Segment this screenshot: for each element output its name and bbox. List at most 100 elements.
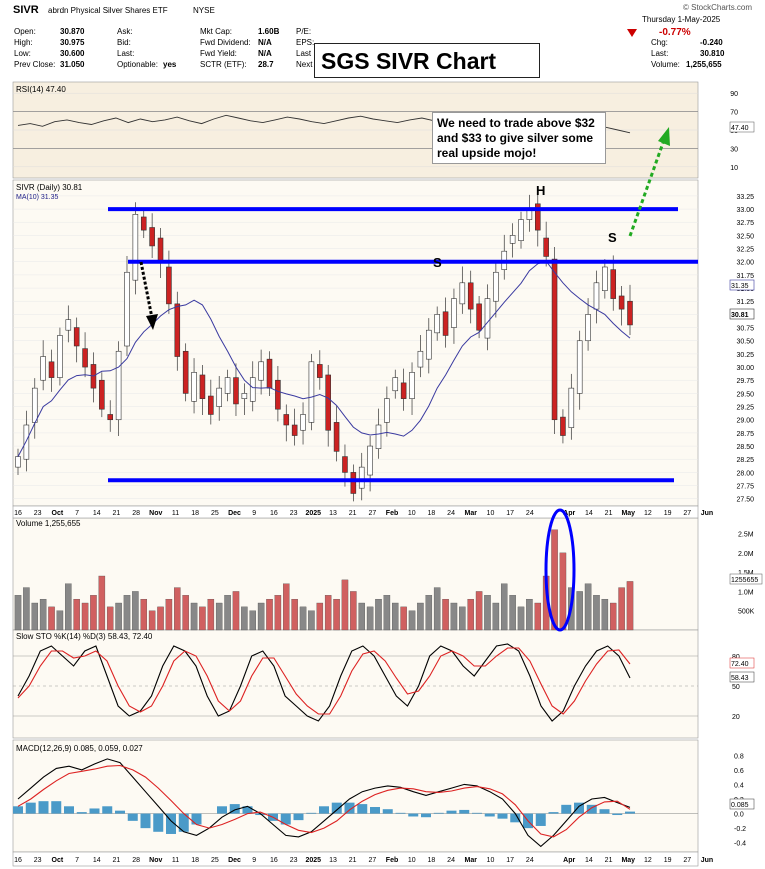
volume-bar [408,610,416,631]
down-arrow-line [139,261,154,319]
candle-body [509,235,516,244]
low-label: Low: [14,49,31,58]
candle-body [325,374,331,431]
price-tick-label: 32.25 [736,247,754,254]
macd-histogram-bar [586,804,597,814]
volume-bar [484,595,491,631]
sto-tick-label: 50 [732,684,740,691]
date-tick-label: 18 [428,510,436,517]
macd-histogram-bar [510,813,521,823]
candle-body [534,203,541,231]
date-tick-label: 16 [270,857,278,864]
sto-k-last-value: 58.43 [731,675,749,682]
annotation-note: We need to trade above $32 and $33 to gi… [432,112,606,164]
macd-histogram-bar [76,812,87,814]
macd-tick-label: -0.2 [734,826,746,833]
date-tick-label: 14 [585,510,593,517]
down-triangle-icon [627,29,637,37]
candle-body [275,379,281,410]
candle-body [57,335,63,378]
macd-histogram-bar [166,813,176,834]
macd-tick-label: 0.4 [734,782,744,789]
sto-title: Slow STO %K(14) %D(3) 58.43, 72.40 [16,632,153,641]
volume-bar [626,581,634,631]
ma-line [17,260,631,457]
date-tick-label: 17 [506,857,514,864]
date-tick-label: 13 [329,510,337,517]
volume-bar [375,598,382,631]
date-tick-label: 2025 [305,857,321,864]
candle-body [191,372,197,402]
date-tick-label: 9 [252,510,256,517]
macd-histogram-bar [497,813,508,819]
low-value: 30.600 [60,49,85,58]
mktcap-label: Mkt Cap: [200,27,233,36]
rsi-tick-label: 70 [730,110,738,117]
macd-histogram-bar [548,812,559,814]
volume-bar [291,598,298,631]
price-tick-label: 29.75 [736,378,754,385]
candle-body [375,424,382,450]
chg-label: Chg: [651,38,668,47]
macd-histogram-bar [574,802,584,814]
volume-label: Volume: [651,60,680,69]
volume-bar [366,606,374,631]
macd-histogram-bar [535,813,546,826]
macd-histogram-bar [331,802,342,814]
candle-body [467,282,474,310]
macd-histogram-bar [217,806,227,814]
eps-label: EPS: [296,38,315,47]
date-tick-label: 28 [132,510,140,517]
price-tick-label: 32.00 [736,260,754,267]
sctr-label: SCTR (ETF): [200,60,247,69]
candle-body [350,472,357,494]
volume-bar [609,602,617,631]
candle-body [459,282,466,305]
date-tick-label: 25 [211,857,219,864]
date-tick-label: 2025 [305,510,321,517]
volume-bar [400,606,407,631]
price-tick-label: 28.50 [736,444,754,451]
volume-bar [241,606,248,631]
etf-name: abrdn Physical Silver Shares ETF [48,6,168,15]
price-last-box [729,308,755,320]
price-tick-label: 30.00 [736,365,754,372]
macd-histogram-bar [242,806,253,814]
date-tick-label: 13 [329,857,337,864]
candle-body [166,266,172,305]
ticker-symbol[interactable]: SIVR [13,4,39,16]
fwd-yield-label: Fwd Yield: [200,49,237,58]
sto-d-line [17,647,631,715]
candle-body [602,266,608,292]
price-tick-label: 29.00 [736,418,754,425]
candle-body [182,350,189,394]
candle-body [434,314,440,334]
volume-bar [232,591,240,631]
volume-bar [81,602,89,631]
last-price-value: 30.810 [700,49,725,58]
candle-body [392,377,399,392]
candle-body [23,424,30,460]
date-tick-label: 14 [93,857,101,864]
candle-body [82,348,88,368]
volume-bar [601,598,609,631]
macd-last-value: 0.085 [731,802,749,809]
volume-bar [517,606,525,631]
volume-bar [48,606,55,631]
price-tick-label: 32.50 [736,233,754,240]
date-tick-label: Jun [701,510,713,517]
sto-k-last-box [729,671,755,683]
candle-body [132,214,139,281]
date-tick-label: 27 [683,857,691,864]
volume-bar [215,602,223,631]
candle-body [610,269,617,299]
rsi-last-box [729,121,755,133]
date-tick-label: 7 [75,857,79,864]
macd-line [17,758,631,848]
candle-body [140,216,147,231]
bid-label: Bid: [117,38,131,47]
date-tick-label: 27 [368,510,376,517]
volume-bar [341,579,349,631]
price-tick-label: 29.25 [736,405,754,412]
volume-bar [492,602,500,631]
